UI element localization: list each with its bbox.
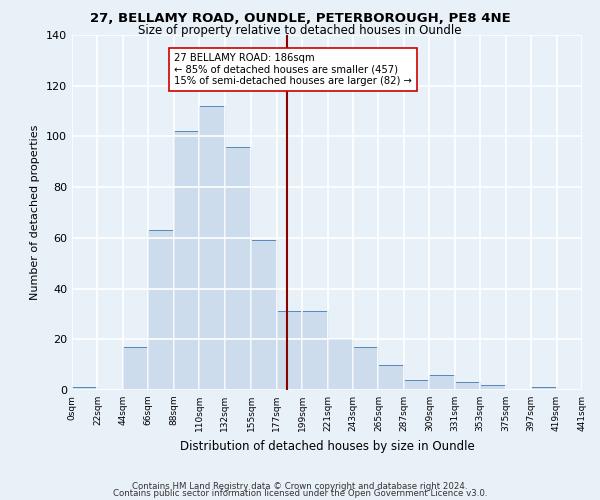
Text: Size of property relative to detached houses in Oundle: Size of property relative to detached ho… [138,24,462,37]
Bar [455,382,480,390]
Bar [328,340,353,390]
Bar [302,312,328,390]
Bar [277,312,302,390]
Bar [353,347,379,390]
Text: 27, BELLAMY ROAD, OUNDLE, PETERBOROUGH, PE8 4NE: 27, BELLAMY ROAD, OUNDLE, PETERBOROUGH, … [89,12,511,26]
Bar [72,388,97,390]
Bar [531,388,557,390]
Text: Contains public sector information licensed under the Open Government Licence v3: Contains public sector information licen… [113,489,487,498]
Text: Contains HM Land Registry data © Crown copyright and database right 2024.: Contains HM Land Registry data © Crown c… [132,482,468,491]
Bar [148,230,174,390]
Bar [430,375,455,390]
Bar [404,380,430,390]
Bar [251,240,277,390]
Y-axis label: Number of detached properties: Number of detached properties [31,125,40,300]
Bar [123,347,148,390]
Text: 27 BELLAMY ROAD: 186sqm
← 85% of detached houses are smaller (457)
15% of semi-d: 27 BELLAMY ROAD: 186sqm ← 85% of detache… [174,52,412,86]
Bar [199,106,224,390]
Bar [174,132,199,390]
Bar [379,364,404,390]
X-axis label: Distribution of detached houses by size in Oundle: Distribution of detached houses by size … [179,440,475,452]
Bar [224,146,251,390]
Bar [480,385,506,390]
